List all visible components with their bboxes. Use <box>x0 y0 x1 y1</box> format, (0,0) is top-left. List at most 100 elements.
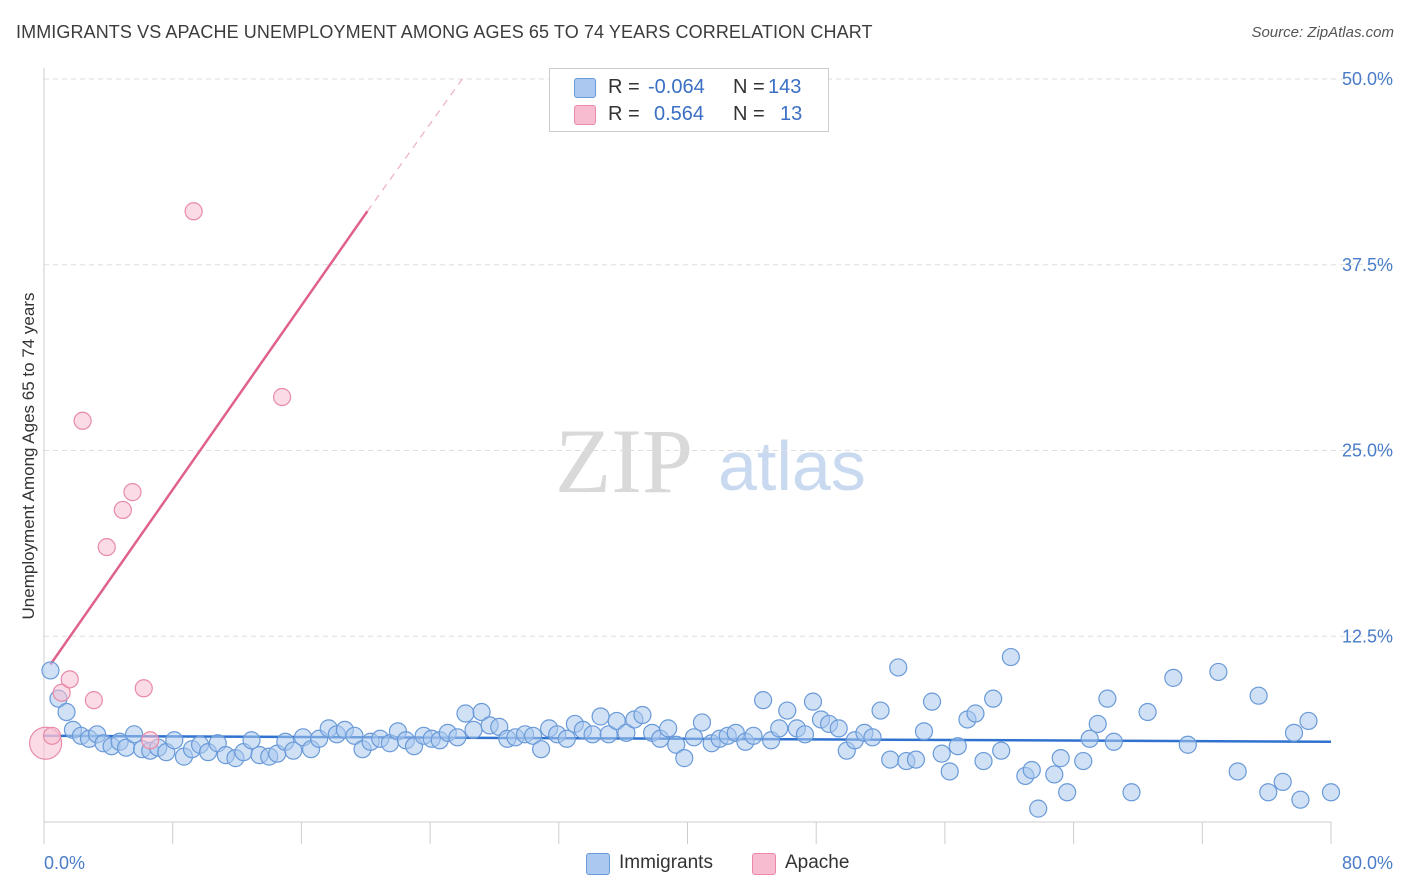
apache-trend-extension <box>366 78 463 212</box>
immigrants-point <box>633 705 652 725</box>
legend-row-immigrants: R = -0.064 N = 143 <box>550 74 828 100</box>
apache-point <box>73 411 92 430</box>
immigrants-point <box>667 735 686 754</box>
apache-point <box>141 731 160 750</box>
apache-point <box>84 691 103 710</box>
immigrants-point <box>591 707 610 726</box>
immigrants-point <box>974 751 993 771</box>
apache-point <box>134 679 153 698</box>
apache-point <box>184 202 203 221</box>
immigrants-point <box>684 728 704 747</box>
immigrants-point <box>1321 783 1341 802</box>
immigrants-point <box>464 720 483 739</box>
immigrants-point <box>523 726 543 745</box>
immigrants-point <box>1058 783 1077 802</box>
immigrants-point <box>1022 760 1041 780</box>
apache-point <box>123 483 142 502</box>
immigrants-point <box>1209 662 1228 682</box>
immigrants-point <box>863 728 882 747</box>
legend-n-value: 13 <box>780 103 803 125</box>
watermark-zip: ZIP <box>555 410 693 512</box>
immigrants-point <box>659 719 678 738</box>
immigrants-point <box>1228 762 1247 781</box>
immigrants-point <box>1164 668 1183 687</box>
immigrants-point <box>1051 749 1070 768</box>
apache-point <box>52 683 71 702</box>
watermark-atlas: atlas <box>718 427 866 505</box>
immigrants-point <box>599 725 618 744</box>
immigrants-point <box>1104 732 1123 751</box>
apache-swatch <box>752 853 776 875</box>
legend-swatch-blue <box>574 78 596 98</box>
immigrants-point <box>607 711 626 731</box>
immigrants-point <box>472 702 491 722</box>
immigrants-point <box>914 722 934 741</box>
immigrants-point <box>795 725 815 744</box>
apache-point <box>272 387 292 407</box>
y-tick-label: 50.0% <box>1342 69 1393 89</box>
immigrants-point <box>1122 783 1141 802</box>
apache-point <box>113 500 132 520</box>
legend-r-label: R = <box>608 103 640 125</box>
immigrants-label: Immigrants <box>619 852 713 873</box>
immigrants-point <box>1178 735 1197 754</box>
immigrants-point <box>1138 702 1157 722</box>
immigrants-point <box>922 692 942 711</box>
apache-point <box>97 537 116 557</box>
immigrants-point <box>1291 790 1310 809</box>
immigrants-point <box>1249 686 1268 705</box>
immigrants-point <box>1074 751 1093 771</box>
apache-trend-line <box>49 210 369 666</box>
immigrants-point <box>583 725 602 744</box>
immigrants-point <box>532 740 551 759</box>
legend-r-value: 0.564 <box>654 103 705 125</box>
immigrants-point <box>692 713 712 732</box>
immigrants-point <box>1045 765 1064 784</box>
x-tick-label-max: 80.0% <box>1342 853 1393 873</box>
legend-n-label: N = <box>733 76 765 98</box>
immigrants-point <box>829 719 848 738</box>
immigrants-point <box>557 729 576 748</box>
immigrants-point <box>881 750 900 769</box>
immigrants-point <box>1088 714 1107 734</box>
immigrants-point <box>1080 729 1099 748</box>
immigrants-point <box>165 731 184 750</box>
apache-point <box>60 670 79 689</box>
immigrants-point <box>57 702 76 722</box>
immigrants-point <box>966 704 985 723</box>
tick-labels: 12.5% 25.0% 37.5% 50.0% 0.0% 80.0% <box>44 69 1393 873</box>
immigrants-point <box>1273 772 1292 791</box>
legend-swatch-pink <box>574 105 596 125</box>
immigrants-point <box>1001 647 1020 667</box>
immigrants-point <box>889 658 908 677</box>
immigrants-point <box>940 762 959 781</box>
immigrants-point <box>803 692 823 711</box>
y-tick-label: 12.5% <box>1342 626 1393 646</box>
data-points <box>29 202 1341 818</box>
immigrants-point <box>770 719 789 738</box>
chart-title: IMMIGRANTS VS APACHE UNEMPLOYMENT AMONG … <box>16 22 873 42</box>
apache-point <box>42 726 62 745</box>
immigrants-point <box>41 661 60 680</box>
legend-r-value: -0.064 <box>648 76 705 98</box>
apache-label: Apache <box>785 852 850 873</box>
immigrants-point <box>1098 689 1117 708</box>
immigrants-point <box>1029 799 1048 818</box>
axes <box>43 68 1332 844</box>
immigrants-point <box>744 726 763 745</box>
immigrants-point <box>754 691 773 710</box>
y-tick-label: 25.0% <box>1342 441 1393 461</box>
immigrants-point <box>992 741 1011 760</box>
y-axis-label: Unemployment Among Ages 65 to 74 years <box>19 293 38 620</box>
immigrants-point <box>1299 711 1318 731</box>
immigrants-swatch <box>586 853 610 875</box>
immigrants-point <box>1259 783 1278 802</box>
immigrants-point <box>675 749 694 768</box>
immigrants-point <box>124 725 144 744</box>
legend-r-label: R = <box>608 76 640 98</box>
immigrants-point <box>617 723 636 742</box>
immigrants-point <box>948 737 967 756</box>
y-tick-label: 37.5% <box>1342 255 1393 275</box>
immigrants-point <box>871 701 890 720</box>
